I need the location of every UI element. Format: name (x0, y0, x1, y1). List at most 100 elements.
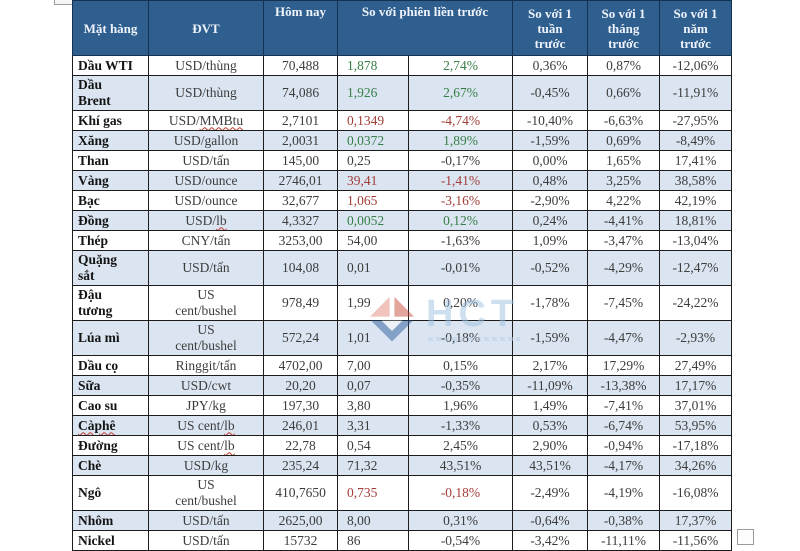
commodity-name-cell: Cao su (72, 395, 149, 416)
unit-cell: USD/tấn (148, 150, 264, 171)
month-percent-cell: -0,38% (587, 510, 660, 531)
week-percent-cell: -0,45% (512, 75, 588, 111)
week-percent-cell: -1,59% (512, 130, 588, 151)
table-row: Than USD/tấn 145,00 0,25 -0,17% 0,00% 1,65% 17,… (72, 150, 732, 171)
month-percent-cell: -3,47% (587, 230, 660, 251)
week-percent-cell: -0,52% (512, 250, 588, 286)
month-percent-cell: -4,41% (587, 210, 660, 231)
change-percent-cell: 2,74% (408, 55, 513, 76)
unit-cell: US cent/lb (148, 415, 264, 436)
week-percent-cell: -11,09% (512, 375, 588, 396)
commodity-table-wrap: Mặt hàng ĐVT Hôm nay So với phiên liền t… (72, 0, 732, 551)
commodity-name-cell: Càphê (72, 415, 149, 436)
table-row: Dầu cọ Ringgit/tấn 4702,00 7,00 0,15% 2,17% 17… (72, 355, 732, 376)
unit-cell: US cent/bushel (148, 285, 264, 321)
change-percent-cell: 1,89% (408, 130, 513, 151)
year-percent-cell: -11,91% (659, 75, 732, 111)
unit-cell: USD/cwt (148, 375, 264, 396)
unit-cell: CNY/tấn (148, 230, 264, 251)
price-today-cell: 197,30 (263, 395, 338, 416)
header-unit: ĐVT (148, 0, 264, 56)
header-vs-1-week: So với 1 tuần trước (512, 0, 588, 56)
price-today-cell: 20,20 (263, 375, 338, 396)
change-value-cell: 3,31 (337, 415, 409, 436)
month-percent-cell: 17,29% (587, 355, 660, 376)
change-percent-cell: -1,41% (408, 170, 513, 191)
commodity-name-cell: Ngô (72, 475, 149, 511)
commodity-name-cell: Chè (72, 455, 149, 476)
commodity-name-cell: Đậu tương (72, 285, 149, 321)
unit-cell: USD/ounce (148, 190, 264, 211)
commodity-name-cell: Đồng (72, 210, 149, 231)
unit-cell: USD/thùng (148, 55, 264, 76)
header-today: Hôm nay (263, 0, 338, 56)
week-percent-cell: -10,40% (512, 110, 588, 131)
price-today-cell: 2,7101 (263, 110, 338, 131)
unit-cell: US cent/bushel (148, 475, 264, 511)
commodity-name-cell: Xăng (72, 130, 149, 151)
price-today-cell: 2746,01 (263, 170, 338, 191)
price-today-cell: 15732 (263, 530, 338, 551)
month-percent-cell: -0,94% (587, 435, 660, 456)
table-row: Dầu Brent USD/thùng 74,086 1,926 2,67% -0,45%… (72, 75, 732, 111)
month-percent-cell: -13,38% (587, 375, 660, 396)
price-today-cell: 4702,00 (263, 355, 338, 376)
commodity-name-cell: Khí gas (72, 110, 149, 131)
change-value-cell: 0,1349 (337, 110, 409, 131)
change-percent-cell: -0,18% (408, 320, 513, 356)
change-value-cell: 7,00 (337, 355, 409, 376)
commodity-name-cell: Sữa (72, 375, 149, 396)
unit-cell: USD/gallon (148, 130, 264, 151)
table-row: Thép CNY/tấn 3253,00 54,00 -1,63% 1,09% -3,47%… (72, 230, 732, 251)
change-percent-cell: -0,35% (408, 375, 513, 396)
table-row: Nhôm USD/tấn 2625,00 8,00 0,31% -0,64% -0,38% 1… (72, 510, 732, 531)
month-percent-cell: -6,63% (587, 110, 660, 131)
unit-cell: USD/tấn (148, 250, 264, 286)
change-value-cell: 0,0372 (337, 130, 409, 151)
unit-cell: USD/MMBtu (148, 110, 264, 131)
unit-cell: USD/thùng (148, 75, 264, 111)
change-value-cell: 39,41 (337, 170, 409, 191)
price-today-cell: 3253,00 (263, 230, 338, 251)
unit-cell: Ringgit/tấn (148, 355, 264, 376)
year-percent-cell: -12,06% (659, 55, 732, 76)
change-percent-cell: 0,12% (408, 210, 513, 231)
commodity-name-cell: Dầu cọ (72, 355, 149, 376)
change-percent-cell: -0,18% (408, 475, 513, 511)
change-percent-cell: -3,16% (408, 190, 513, 211)
commodity-name-cell: Thép (72, 230, 149, 251)
price-today-cell: 2625,00 (263, 510, 338, 531)
year-percent-cell: -11,56% (659, 530, 732, 551)
change-value-cell: 1,01 (337, 320, 409, 356)
table-row: Ngô US cent/bushel 410,7650 0,735 -0,18% -2,4… (72, 475, 732, 511)
change-percent-cell: 0,31% (408, 510, 513, 531)
month-percent-cell: -6,74% (587, 415, 660, 436)
week-percent-cell: 2,17% (512, 355, 588, 376)
table-move-handle[interactable] (54, 0, 73, 5)
commodity-name-cell: Dầu Brent (72, 75, 149, 111)
change-value-cell: 0,0052 (337, 210, 409, 231)
table-resize-handle[interactable] (737, 529, 754, 545)
table-row: Dầu WTI USD/thùng 70,488 1,878 2,74% 0,36% 0,8… (72, 55, 732, 76)
commodity-name-cell: Nickel (72, 530, 149, 551)
change-percent-cell: 2,67% (408, 75, 513, 111)
year-percent-cell: -2,93% (659, 320, 732, 356)
change-value-cell: 1,065 (337, 190, 409, 211)
table-row: Bạc USD/ounce 32,677 1,065 -3,16% -2,90% 4,22%… (72, 190, 732, 211)
commodity-price-table: Mặt hàng ĐVT Hôm nay So với phiên liền t… (72, 0, 732, 551)
unit-cell: US cent/bushel (148, 320, 264, 356)
change-value-cell: 0,735 (337, 475, 409, 511)
change-percent-cell: -4,74% (408, 110, 513, 131)
price-today-cell: 4,3327 (263, 210, 338, 231)
document-page: { "watermark": { "logo_text": "HCT" }, "… (54, 0, 754, 551)
change-value-cell: 1,99 (337, 285, 409, 321)
price-today-cell: 22,78 (263, 435, 338, 456)
price-today-cell: 246,01 (263, 415, 338, 436)
change-percent-cell: -1,63% (408, 230, 513, 251)
commodity-name-cell: Nhôm (72, 510, 149, 531)
price-today-cell: 572,24 (263, 320, 338, 356)
year-percent-cell: -12,47% (659, 250, 732, 286)
change-percent-cell: -1,33% (408, 415, 513, 436)
table-row: Đường US cent/lb 22,78 0,54 2,45% 2,90% -0,94%… (72, 435, 732, 456)
commodity-name-cell: Đường (72, 435, 149, 456)
